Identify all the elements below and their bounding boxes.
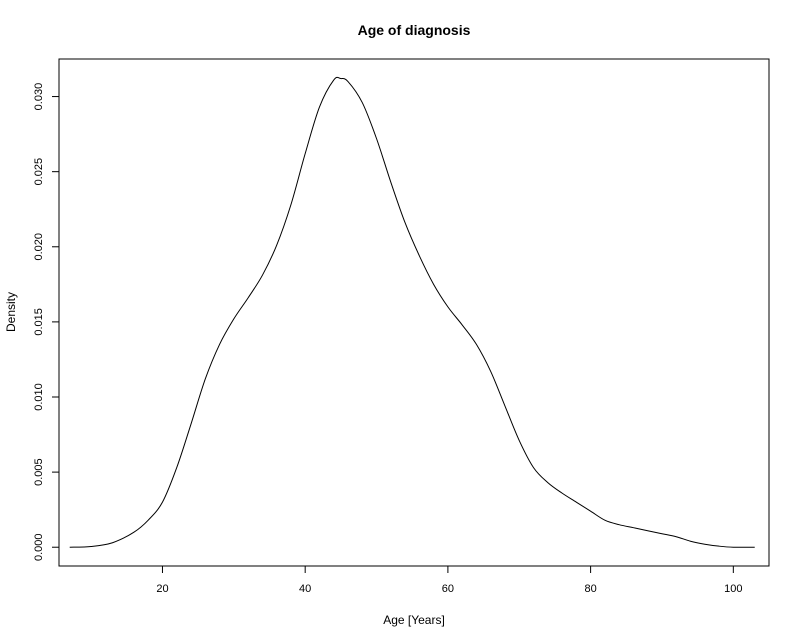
x-axis-label: Age [Years]	[383, 613, 445, 627]
y-tick-label: 0.000	[33, 533, 45, 561]
density-curve	[69, 76, 755, 548]
y-tick-label: 0.015	[33, 308, 45, 336]
x-tick-label: 80	[584, 583, 596, 595]
y-tick-label: 0.010	[33, 383, 45, 411]
x-axis: 20 40 60 80 100	[156, 566, 743, 595]
x-tick-label: 20	[156, 583, 168, 595]
y-tick-label: 0.030	[33, 83, 45, 111]
y-tick-label: 0.020	[33, 233, 45, 261]
y-axis-label: Density	[4, 292, 18, 332]
plot-frame	[58, 58, 770, 567]
y-tick-label: 0.025	[33, 158, 45, 186]
x-tick-label: 40	[299, 583, 311, 595]
x-tick-label: 100	[724, 583, 742, 595]
x-tick-label: 60	[442, 583, 454, 595]
y-axis: 0.000 0.005 0.010 0.015 0.020 0.025 0.030	[33, 83, 59, 561]
y-tick-label: 0.005	[33, 458, 45, 486]
chart-title: Age of diagnosis	[358, 22, 471, 38]
